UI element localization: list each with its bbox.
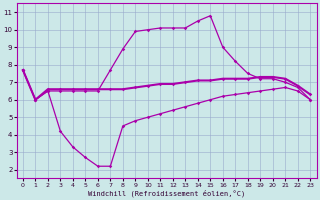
X-axis label: Windchill (Refroidissement éolien,°C): Windchill (Refroidissement éolien,°C)	[88, 189, 245, 197]
